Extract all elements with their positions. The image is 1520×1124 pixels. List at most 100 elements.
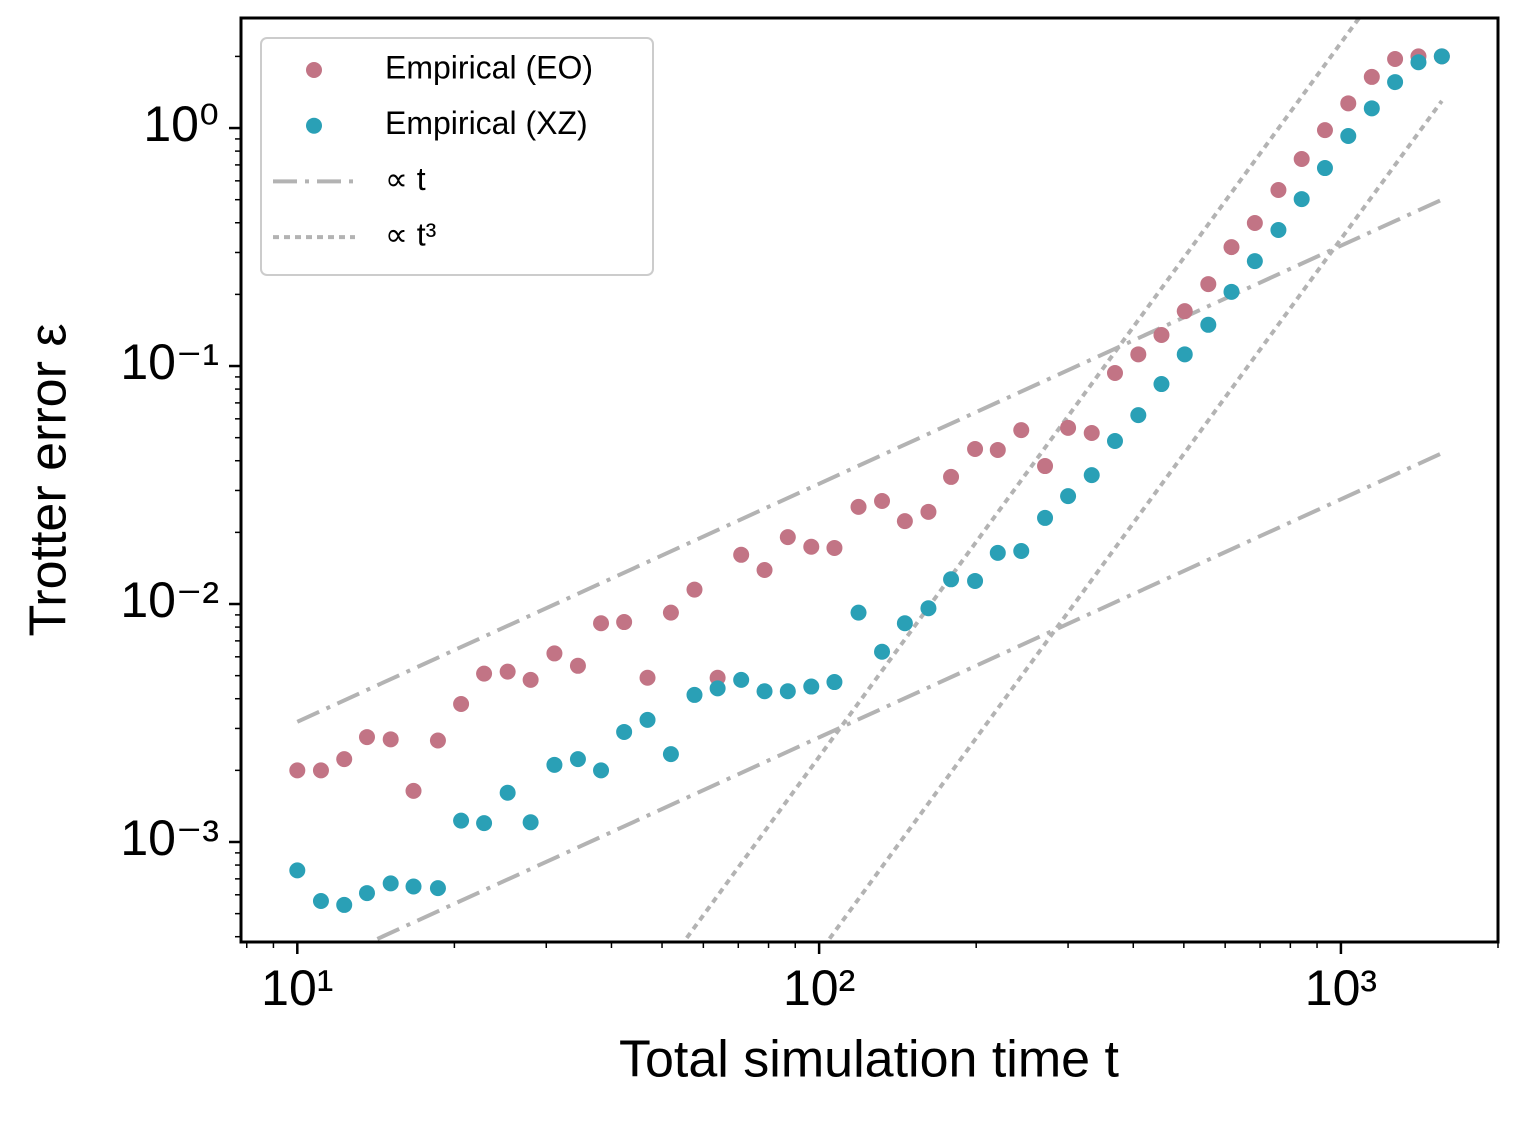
data-point [850,498,867,515]
data-point [1340,95,1357,112]
legend-marker [306,62,322,78]
data-point [476,815,493,832]
data-point [453,696,470,713]
data-point [1433,48,1450,65]
data-point [733,671,750,688]
plot-area [289,18,1450,942]
data-point [1037,458,1054,475]
data-point [803,538,820,555]
data-point [312,893,329,910]
y-tick-label: 10⁻¹ [120,334,219,390]
data-point [1223,283,1240,300]
data-point [920,503,937,520]
reference-line [365,451,1443,942]
data-point [1387,51,1404,68]
data-point [989,544,1006,561]
data-point [1246,253,1263,270]
data-point [1363,68,1380,85]
data-point [1083,425,1100,442]
data-point [896,513,913,530]
data-point [358,729,375,746]
data-point [429,880,446,897]
reference-line [296,197,1443,724]
y-axis-label: Trotter error ε [20,323,78,636]
data-point [639,711,656,728]
data-point [522,671,539,688]
data-point [1106,364,1123,381]
data-point [429,732,446,749]
data-point [1153,327,1170,344]
data-point [1130,346,1147,363]
data-point [756,683,773,700]
data-point [593,615,610,632]
data-point [733,546,750,563]
legend-box [260,37,654,276]
data-point [826,539,843,556]
data-point [405,878,422,895]
data-point [1037,509,1054,526]
data-point [593,762,610,779]
data-point [989,441,1006,458]
data-point [662,604,679,621]
data-point [1130,407,1147,424]
data-point [453,812,470,829]
data-point [967,441,984,458]
legend-label: ∝ t [385,161,426,197]
data-point [1293,191,1310,208]
data-point [1176,346,1193,363]
data-point [1060,488,1077,505]
reference-line [824,99,1444,942]
data-point [920,600,937,617]
data-point [1316,160,1333,177]
data-point [522,814,539,831]
data-point [499,784,516,801]
data-point [662,746,679,763]
data-point [1387,74,1404,91]
data-point [803,678,820,695]
data-point [1363,100,1380,117]
data-point [405,782,422,799]
data-point [1013,422,1030,439]
legend-label: Empirical (XZ) [385,105,588,141]
reference-line [681,18,1362,942]
data-point [967,572,984,589]
data-point [336,751,353,768]
data-point [686,686,703,703]
data-point [874,492,891,509]
y-tick-label: 10⁰ [143,96,219,152]
data-point [1270,221,1287,238]
legend-label: Empirical (EO) [385,49,593,85]
axes-frame [239,16,1500,944]
data-point [336,896,353,913]
data-point [1270,182,1287,199]
data-point [1176,303,1193,320]
data-point [1060,419,1077,436]
y-tick-label: 10⁻² [120,572,219,628]
data-point [476,665,493,682]
data-point [874,643,891,660]
data-point [382,731,399,748]
data-point [1106,433,1123,450]
x-tick-label: 10² [783,960,855,1016]
data-point [569,657,586,674]
data-point [850,604,867,621]
data-point [756,561,773,578]
data-point [1083,467,1100,484]
data-point [943,468,960,485]
data-point [382,875,399,892]
data-point [1200,276,1217,293]
data-point [616,614,633,631]
data-point [779,529,796,546]
data-point [1340,127,1357,144]
data-point [943,571,960,588]
data-point [1316,122,1333,139]
data-point [569,751,586,768]
data-point [1246,215,1263,232]
data-point [312,762,329,779]
data-point [289,862,306,879]
legend-marker [306,117,322,134]
x-tick-label: 10³ [1305,960,1377,1016]
